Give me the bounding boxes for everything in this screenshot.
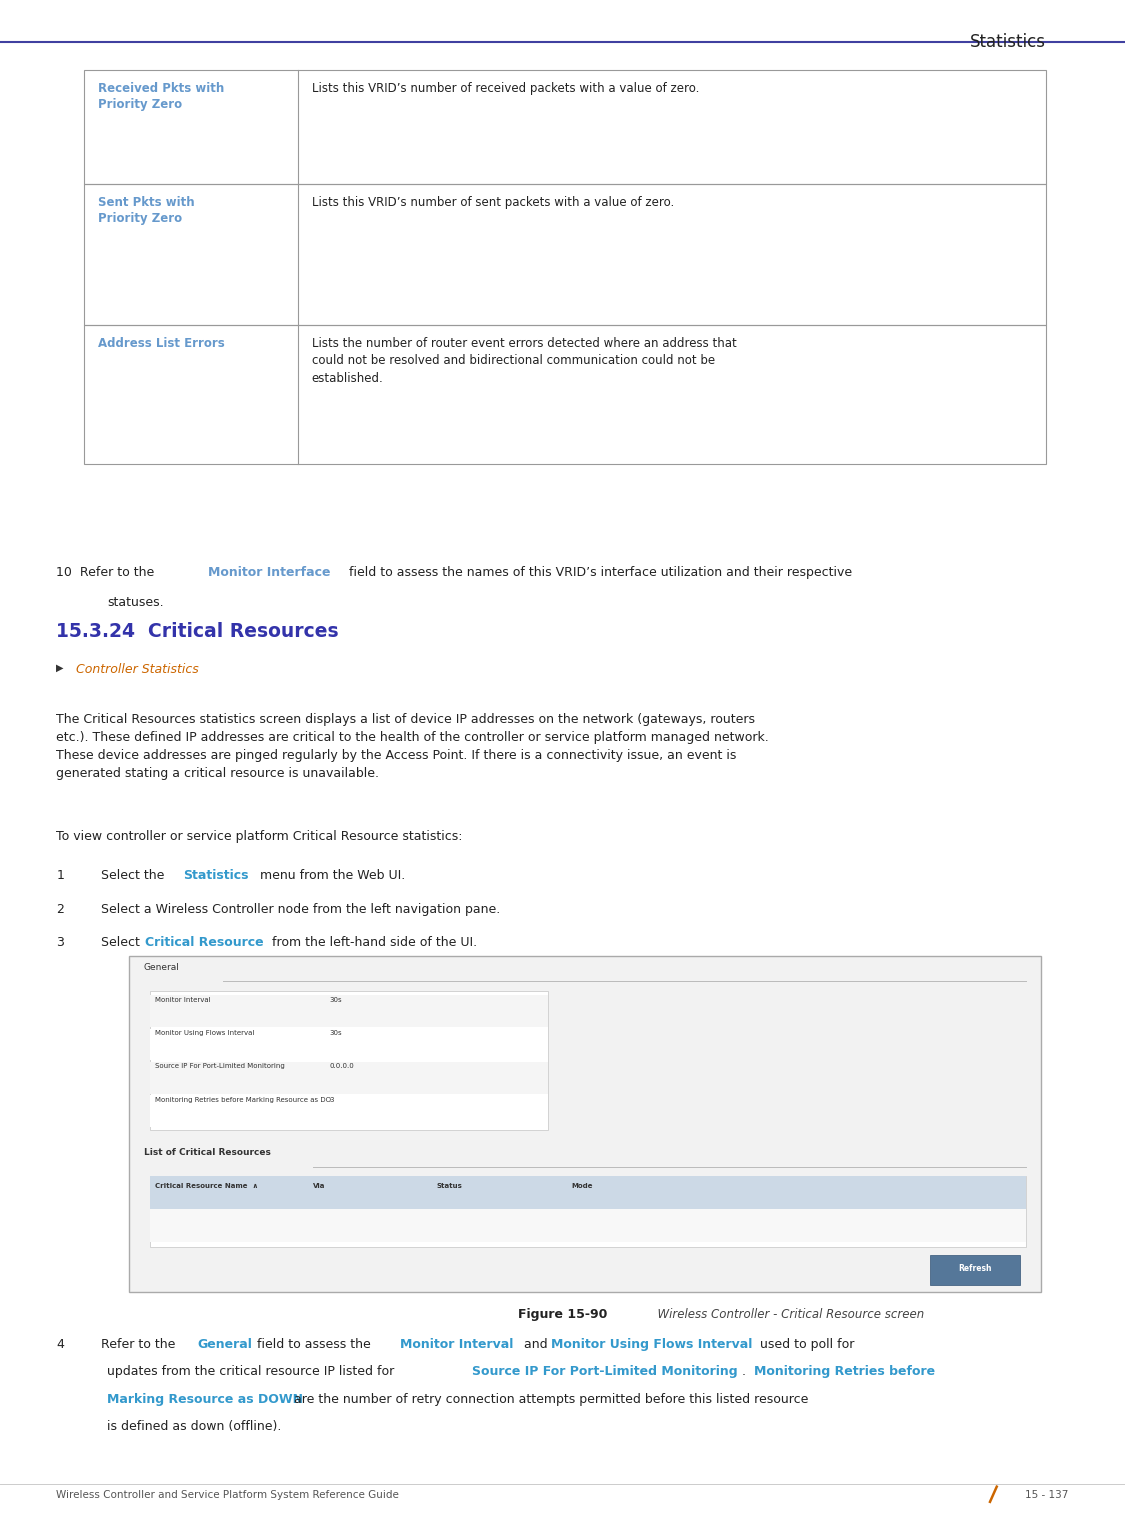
Bar <box>150 1029 548 1060</box>
Text: 15 - 137: 15 - 137 <box>1025 1490 1069 1500</box>
Bar <box>84 325 1046 464</box>
Text: To view controller or service platform Critical Resource statistics:: To view controller or service platform C… <box>56 830 462 843</box>
Text: 4: 4 <box>56 1338 64 1352</box>
Text: is defined as down (offline).: is defined as down (offline). <box>107 1420 281 1434</box>
Text: The Critical Resources statistics screen displays a list of device IP addresses : The Critical Resources statistics screen… <box>56 713 770 780</box>
Text: ▶: ▶ <box>56 663 66 674</box>
Text: Source IP For Port-Limited Monitoring: Source IP For Port-Limited Monitoring <box>472 1365 738 1379</box>
Text: General: General <box>144 963 180 972</box>
Text: from the left-hand side of the UI.: from the left-hand side of the UI. <box>268 936 477 950</box>
Text: Monitor Using Flows Interval: Monitor Using Flows Interval <box>551 1338 753 1352</box>
Text: 10  Refer to the: 10 Refer to the <box>56 566 159 579</box>
Text: statuses.: statuses. <box>107 596 163 610</box>
Text: Monitor Interface: Monitor Interface <box>208 566 331 579</box>
Text: 3: 3 <box>56 936 64 950</box>
Text: Select the: Select the <box>101 869 169 883</box>
Text: Address List Errors: Address List Errors <box>98 337 225 350</box>
Text: Lists the number of router event errors detected where an address that
could not: Lists the number of router event errors … <box>312 337 737 385</box>
Text: Controller Statistics: Controller Statistics <box>76 663 199 677</box>
Bar <box>84 70 1046 184</box>
Text: field to assess the names of this VRID’s interface utilization and their respect: field to assess the names of this VRID’s… <box>345 566 853 579</box>
Text: General: General <box>197 1338 252 1352</box>
Text: menu from the Web UI.: menu from the Web UI. <box>256 869 406 883</box>
Text: Mode: Mode <box>572 1183 593 1189</box>
Text: updates from the critical resource IP listed for: updates from the critical resource IP li… <box>107 1365 398 1379</box>
Bar <box>150 1176 1026 1209</box>
Text: and: and <box>520 1338 551 1352</box>
Text: 0.0.0.0: 0.0.0.0 <box>330 1063 354 1069</box>
Text: Critical Resource Name  ∧: Critical Resource Name ∧ <box>155 1183 259 1189</box>
Text: Monitoring Retries before Marking Resource as DO: Monitoring Retries before Marking Resour… <box>155 1097 331 1103</box>
Text: Lists this VRID’s number of received packets with a value of zero.: Lists this VRID’s number of received pac… <box>312 82 699 96</box>
Text: Select: Select <box>101 936 144 950</box>
Text: 3: 3 <box>330 1097 334 1103</box>
Text: .: . <box>742 1365 750 1379</box>
Text: List of Critical Resources: List of Critical Resources <box>144 1148 271 1157</box>
Text: Monitoring Retries before: Monitoring Retries before <box>754 1365 935 1379</box>
Text: 1: 1 <box>56 869 64 883</box>
Text: used to poll for: used to poll for <box>756 1338 854 1352</box>
Text: Wireless Controller - Critical Resource screen: Wireless Controller - Critical Resource … <box>650 1308 925 1321</box>
Text: Select a Wireless Controller node from the left navigation pane.: Select a Wireless Controller node from t… <box>101 903 501 916</box>
Text: are the number of retry connection attempts permitted before this listed resourc: are the number of retry connection attem… <box>290 1393 809 1406</box>
Text: 2: 2 <box>56 903 64 916</box>
Text: Refer to the: Refer to the <box>101 1338 180 1352</box>
Text: Wireless Controller and Service Platform System Reference Guide: Wireless Controller and Service Platform… <box>56 1490 399 1500</box>
Text: Sent Pkts with
Priority Zero: Sent Pkts with Priority Zero <box>98 196 195 225</box>
Text: Monitor Using Flows Interval: Monitor Using Flows Interval <box>155 1030 254 1036</box>
Text: Refresh: Refresh <box>958 1264 992 1273</box>
Text: field to assess the: field to assess the <box>253 1338 375 1352</box>
Text: Status: Status <box>436 1183 462 1189</box>
Text: 15.3.24  Critical Resources: 15.3.24 Critical Resources <box>56 622 339 642</box>
Bar <box>129 956 1041 1292</box>
Bar <box>150 1095 548 1127</box>
Text: Via: Via <box>313 1183 325 1189</box>
Text: Lists this VRID’s number of sent packets with a value of zero.: Lists this VRID’s number of sent packets… <box>312 196 674 209</box>
Bar <box>150 1062 548 1094</box>
Text: Monitor Interval: Monitor Interval <box>400 1338 514 1352</box>
Bar <box>150 1176 1026 1247</box>
Bar <box>930 1255 1020 1285</box>
Text: Monitor Interval: Monitor Interval <box>155 997 210 1003</box>
Text: Statistics: Statistics <box>183 869 249 883</box>
Text: Received Pkts with
Priority Zero: Received Pkts with Priority Zero <box>98 82 224 111</box>
Bar <box>150 1209 1026 1242</box>
Text: Critical Resource: Critical Resource <box>145 936 263 950</box>
Text: 30s: 30s <box>330 1030 342 1036</box>
Text: Statistics: Statistics <box>970 33 1046 52</box>
Bar <box>150 995 548 1027</box>
Bar <box>150 991 548 1130</box>
Text: 30s: 30s <box>330 997 342 1003</box>
Text: Marking Resource as DOWN: Marking Resource as DOWN <box>107 1393 303 1406</box>
Bar <box>84 184 1046 325</box>
Text: Figure 15-90: Figure 15-90 <box>518 1308 608 1321</box>
Text: Source IP For Port-Limited Monitoring: Source IP For Port-Limited Monitoring <box>155 1063 285 1069</box>
